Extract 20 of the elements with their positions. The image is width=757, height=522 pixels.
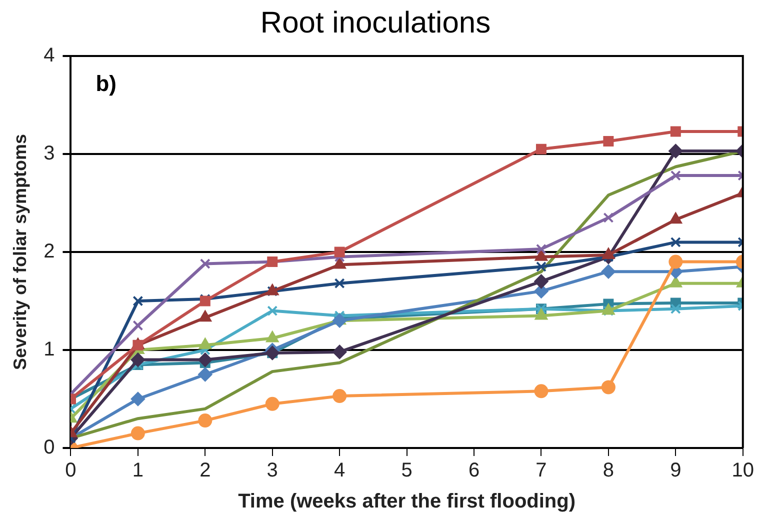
x-axis-title: Time (weeks after the first flooding) bbox=[238, 490, 576, 513]
x-tick-label: 3 bbox=[266, 460, 278, 482]
x-tick-label: 10 bbox=[732, 460, 754, 482]
y-tick-label: 1 bbox=[44, 338, 55, 361]
x-tick-label: 9 bbox=[670, 460, 682, 482]
x-tick-label: 7 bbox=[536, 460, 547, 482]
x-tick-label: 8 bbox=[602, 460, 614, 482]
x-tick-label: 5 bbox=[401, 460, 412, 482]
y-tick-label: 3 bbox=[44, 142, 55, 165]
x-tick-label: 6 bbox=[468, 460, 480, 482]
x-tick-label: 4 bbox=[334, 460, 346, 482]
y-axis-title: Severity of foliar symptoms bbox=[10, 134, 30, 370]
y-tick-label: 2 bbox=[44, 240, 55, 263]
x-tick-label: 0 bbox=[65, 460, 76, 482]
annotation: b) bbox=[96, 71, 116, 96]
chart-title: Root inoculations bbox=[260, 6, 491, 40]
y-tick-label: 4 bbox=[44, 44, 55, 67]
x-tick-label: 2 bbox=[200, 460, 211, 482]
x-tick-label: 1 bbox=[132, 460, 144, 482]
y-tick-label: 0 bbox=[44, 436, 55, 459]
